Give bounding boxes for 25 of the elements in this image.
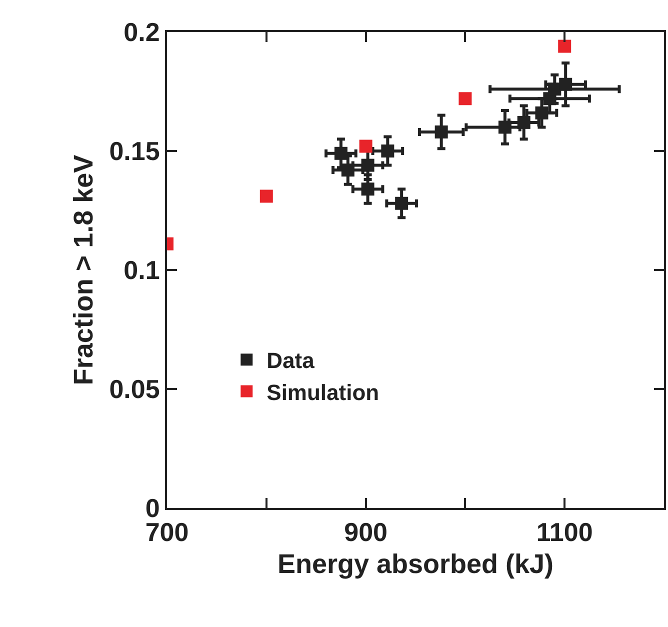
point	[359, 140, 372, 153]
point	[334, 146, 348, 160]
x-tick-label: 900	[344, 517, 388, 548]
point	[341, 164, 354, 177]
point	[381, 144, 394, 158]
y-tick-label: 0.1	[124, 255, 160, 286]
x-axis-title: Energy absorbed (kJ)	[277, 549, 554, 580]
point	[535, 106, 548, 120]
point	[559, 78, 572, 91]
y-tick-label: 0.2	[124, 17, 160, 48]
point	[517, 116, 530, 129]
point	[498, 120, 512, 134]
point	[395, 196, 408, 210]
point	[361, 158, 374, 172]
point	[260, 190, 273, 203]
point	[434, 125, 448, 138]
y-tick-label: 0.05	[109, 374, 160, 404]
point	[458, 92, 472, 106]
legend-label: Data	[266, 348, 316, 374]
y-tick-label: 0.15	[109, 136, 160, 166]
x-tick-label: 1100	[536, 517, 593, 548]
point	[361, 182, 374, 196]
point	[558, 40, 572, 53]
legend-label: Simulation	[266, 380, 380, 405]
y-axis-title: Fraction > 1.8 keV	[68, 154, 99, 386]
